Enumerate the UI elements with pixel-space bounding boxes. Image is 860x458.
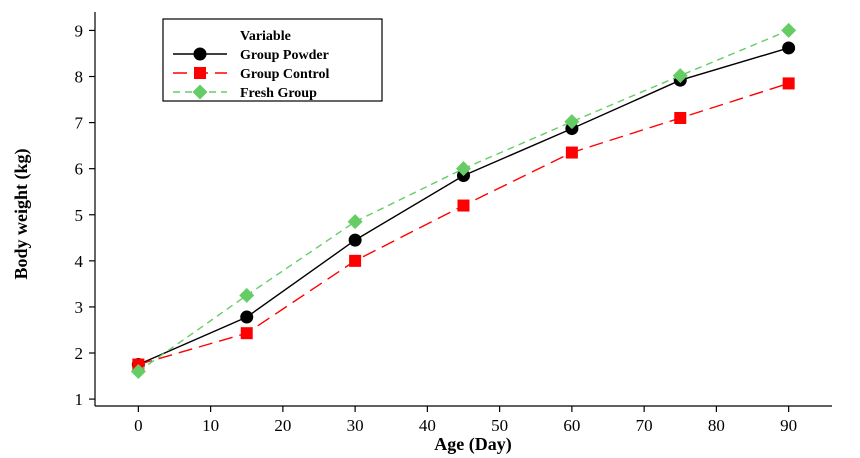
y-tick-label: 8 (75, 68, 84, 87)
data-point (781, 22, 797, 38)
data-point (672, 68, 688, 84)
data-point (348, 233, 362, 247)
legend-item-1: Group Control (173, 67, 329, 82)
x-tick-label: 10 (202, 416, 219, 435)
x-tick-label: 80 (708, 416, 725, 435)
legend: Variable Group Powder Group Control Fresh … (162, 18, 383, 102)
data-point (347, 214, 363, 230)
x-tick-label: 0 (134, 416, 143, 435)
series-2 (130, 22, 797, 379)
legend-marker (194, 67, 206, 79)
y-tick-label: 2 (75, 344, 84, 363)
data-point (349, 254, 362, 267)
data-point (240, 327, 253, 340)
data-point (782, 77, 795, 90)
legend-item-0: Group Powder (173, 47, 329, 63)
y-axis-title: Body weight (kg) (11, 148, 32, 279)
data-point (564, 114, 580, 130)
series-1 (132, 77, 795, 371)
axes: 0 10 20 30 40 50 60 70 80 90 1 2 3 4 5 6 7 8 9 (75, 12, 832, 435)
y-tick-label: 1 (75, 390, 84, 409)
data-point (565, 146, 578, 159)
data-point (674, 111, 687, 124)
series-layer (130, 22, 797, 379)
x-tick-label: 40 (419, 416, 436, 435)
data-point (782, 41, 796, 55)
legend-label: Group Powder (240, 48, 329, 63)
legend-title: Variable (240, 29, 291, 44)
legend-marker (192, 84, 208, 100)
y-tick-label: 4 (75, 252, 84, 271)
legend-label: Group Control (240, 67, 329, 82)
y-tick-label: 5 (75, 206, 84, 225)
legend-item-2: Fresh Group (173, 84, 317, 101)
x-tick-label: 60 (563, 416, 580, 435)
x-axis-title: Age (Day) (434, 434, 511, 455)
x-tick-label: 20 (274, 416, 291, 435)
data-point (239, 287, 255, 303)
data-point (130, 363, 146, 379)
data-point (240, 310, 254, 324)
legend-label: Fresh Group (240, 86, 317, 101)
data-point (456, 161, 471, 177)
y-tick-label: 3 (75, 298, 84, 317)
y-tick-label: 9 (75, 21, 84, 40)
y-tick-label: 7 (75, 114, 84, 133)
legend-marker (193, 47, 207, 61)
x-tick-label: 50 (491, 416, 508, 435)
x-tick-label: 30 (347, 416, 364, 435)
x-tick-label: 90 (780, 416, 797, 435)
y-tick-label: 6 (75, 160, 84, 179)
legend-items: Group Powder Group Control Fresh Group (173, 47, 329, 101)
x-tick-label: 70 (636, 416, 653, 435)
data-point (457, 199, 470, 212)
